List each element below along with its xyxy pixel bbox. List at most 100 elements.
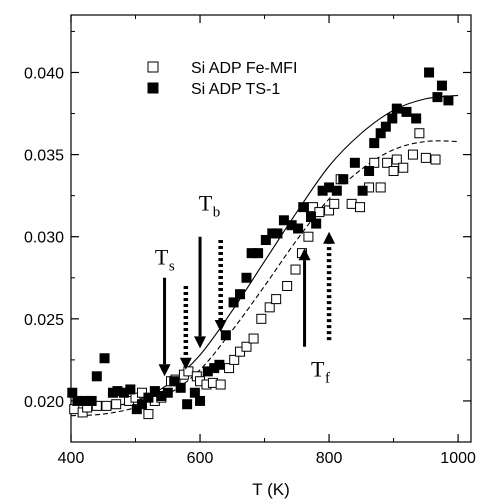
ts1-point-19 <box>189 387 200 398</box>
annotation-subscript-f: f <box>325 370 330 386</box>
fe-mfi-point-30 <box>290 264 301 275</box>
ts1-point-36 <box>298 202 309 213</box>
fe-mfi-point-44 <box>388 166 399 177</box>
fe-mfi-point-26 <box>256 313 267 324</box>
fe-mfi-point-50 <box>430 154 441 165</box>
ts1-point-55 <box>436 80 447 91</box>
ts1-point-43 <box>349 157 360 168</box>
ts1-point-53 <box>424 67 435 78</box>
ts1-point-27 <box>241 272 252 283</box>
x-tick-label-3: 1000 <box>440 450 476 467</box>
ts1-point-4 <box>91 371 102 382</box>
fe-mfi-point-43 <box>382 157 393 168</box>
ts1-point-48 <box>380 121 391 132</box>
ts1-point-15 <box>162 387 173 398</box>
ts1-point-12 <box>143 392 154 403</box>
ts1-point-24 <box>220 330 231 341</box>
data-points <box>67 67 454 420</box>
ts1-point-25 <box>228 297 239 308</box>
x-tick-label-2: 800 <box>316 450 343 467</box>
ts1-point-46 <box>369 138 380 149</box>
ts1-point-29 <box>253 248 264 259</box>
ts1-point-51 <box>401 106 412 117</box>
fe-mfi-point-0 <box>69 404 80 415</box>
legend-label-ts1: Si ADP TS-1 <box>191 81 280 98</box>
y-tick-label-4: 0.040 <box>24 65 64 82</box>
fe-mfi-point-45 <box>391 154 402 165</box>
fe-mfi-point-42 <box>375 182 386 193</box>
fe-mfi-point-29 <box>282 280 293 291</box>
fit-curve-solid <box>70 94 459 410</box>
fit-curves <box>70 94 459 417</box>
fe-mfi-point-39 <box>355 202 366 213</box>
plot-frame <box>70 14 472 443</box>
fe-mfi-point-25 <box>248 333 259 344</box>
annotation-arrow-head-s-1 <box>179 357 192 370</box>
fe-mfi-point-35 <box>324 205 335 216</box>
y-tick-label-1: 0.025 <box>24 312 64 329</box>
ts1-point-45 <box>364 166 375 177</box>
annotation-arrow-head-s-0 <box>158 364 171 377</box>
fe-mfi-point-27 <box>264 302 275 313</box>
fe-mfi-point-41 <box>369 157 380 168</box>
ts1-point-47 <box>375 128 386 139</box>
fit-curve-dashed <box>70 140 459 417</box>
ts1-point-11 <box>136 399 147 410</box>
legend-label-fe-mfi: Si ADP Fe-MFI <box>191 60 297 77</box>
y-tick-label-0: 0.020 <box>24 394 64 411</box>
ts1-point-37 <box>306 212 316 223</box>
ts1-point-44 <box>357 185 368 196</box>
annotation-subscript-b: b <box>213 204 221 220</box>
fe-mfi-point-46 <box>398 162 409 173</box>
ts1-point-50 <box>391 103 402 114</box>
annotation-arrow-head-f-1 <box>323 231 336 244</box>
ts1-point-9 <box>125 384 136 395</box>
fe-mfi-point-48 <box>414 128 425 139</box>
ts1-point-17 <box>175 382 186 393</box>
x-tick-label-0: 400 <box>58 450 85 467</box>
annotation-subscript-s: s <box>169 259 175 275</box>
fe-mfi-point-20 <box>215 379 226 390</box>
y-tick-label-3: 0.035 <box>24 148 64 165</box>
ts1-point-16 <box>169 376 180 387</box>
fe-mfi-point-28 <box>271 294 282 305</box>
fe-mfi-point-4 <box>101 400 112 411</box>
ts1-point-30 <box>260 234 271 245</box>
fe-mfi-point-21 <box>224 363 235 374</box>
fe-mfi-point-24 <box>241 341 252 352</box>
ts1-point-38 <box>311 218 322 229</box>
annotation-label-Ts: T <box>155 245 169 270</box>
annotation-arrow-head-f-0 <box>298 248 311 261</box>
fe-mfi-point-38 <box>346 198 357 209</box>
annotation-arrow-head-b-0 <box>194 336 207 349</box>
fe-mfi-point-22 <box>229 354 240 365</box>
ts1-point-0 <box>67 387 78 398</box>
ts1-point-49 <box>387 113 398 124</box>
ts1-point-35 <box>293 223 304 234</box>
fe-mfi-point-36 <box>329 198 340 209</box>
ts1-point-18 <box>182 399 193 410</box>
annotation-label-Tb: T <box>199 190 213 215</box>
fe-mfi-point-5 <box>111 399 122 410</box>
ts1-point-26 <box>235 289 246 300</box>
ts1-point-5 <box>99 353 110 364</box>
ts1-point-54 <box>432 92 443 103</box>
ts1-point-42 <box>338 174 349 185</box>
ts1-point-23 <box>214 359 225 370</box>
ts1-point-20 <box>195 395 206 406</box>
axis-ticks: 400 600 800 1000 0.020 0.025 0.030 0.035 0.040 <box>24 15 476 467</box>
annotation-label-Tf: T <box>311 356 325 381</box>
y-tick-label-2: 0.030 <box>24 230 64 247</box>
ts1-point-52 <box>411 113 422 124</box>
legend-marker-ts1 <box>147 82 159 94</box>
fe-mfi-point-47 <box>407 149 418 160</box>
legend: Si ADP Fe-MFI Si ADP TS-1 <box>147 60 297 98</box>
x-tick-label-1: 600 <box>187 450 214 467</box>
x-axis-label: T (K) <box>252 480 289 499</box>
legend-marker-fe-mfi <box>147 61 159 73</box>
ts1-point-3 <box>86 395 97 406</box>
fe-mfi-point-32 <box>303 231 314 242</box>
annotation-arrow-head-b-1 <box>214 319 227 332</box>
